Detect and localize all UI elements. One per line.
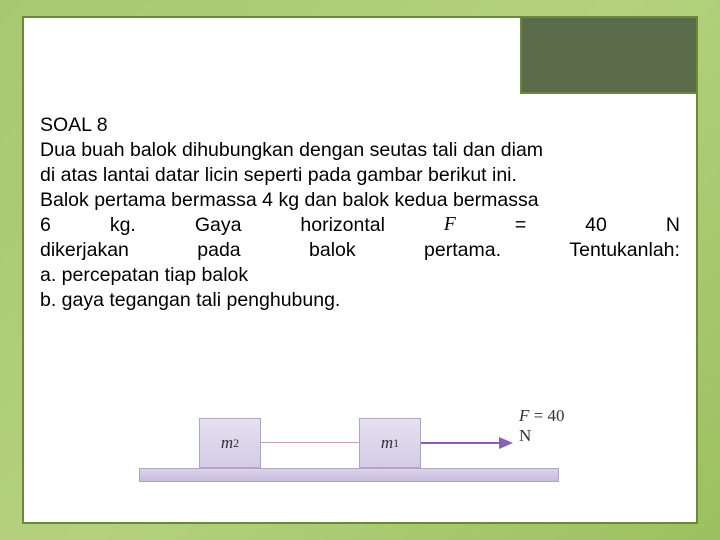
m1-sub: 1 xyxy=(393,436,399,451)
force-arrow-icon xyxy=(499,437,513,449)
floor xyxy=(139,468,559,482)
problem-line-6: a. percepatan tiap balok xyxy=(40,263,680,288)
problem-line-5: dikerjakan pada balok pertama. Tentukanl… xyxy=(40,238,680,263)
l5p5: Tentukanlah: xyxy=(569,238,680,263)
l4p2: kg. xyxy=(110,213,136,238)
force-line xyxy=(421,442,501,444)
block-m1: m1 xyxy=(359,418,421,468)
corner-decoration xyxy=(520,16,698,94)
l4p5: F xyxy=(444,213,456,238)
l5p2: pada xyxy=(197,238,240,263)
problem-line-2: di atas lantai datar licin seperti pada … xyxy=(40,163,680,188)
l4p1: 6 xyxy=(40,213,51,238)
m2-sub: 2 xyxy=(233,436,239,451)
physics-diagram: m2 m1 F = 40 N xyxy=(139,398,579,498)
m1-label: m xyxy=(381,433,393,453)
l4p6: = xyxy=(515,213,526,238)
problem-line-7: b. gaya tegangan tali penghubung. xyxy=(40,288,680,313)
problem-line-1: Dua buah balok dihubungkan dengan seutas… xyxy=(40,138,680,163)
force-var: F xyxy=(519,406,529,425)
slide-card: SOAL 8 Dua buah balok dihubungkan dengan… xyxy=(22,16,698,524)
problem-text: SOAL 8 Dua buah balok dihubungkan dengan… xyxy=(40,113,680,313)
rope xyxy=(261,442,359,443)
force-label: F = 40 N xyxy=(519,406,579,446)
l5p4: pertama. xyxy=(424,238,501,263)
l5p3: balok xyxy=(309,238,356,263)
problem-line-4: 6 kg. Gaya horizontal F = 40 N xyxy=(40,213,680,238)
m2-label: m xyxy=(221,433,233,453)
l4p4: horizontal xyxy=(300,213,385,238)
l4p8: N xyxy=(666,213,680,238)
problem-title: SOAL 8 xyxy=(40,113,680,138)
problem-line-3: Balok pertama bermassa 4 kg dan balok ke… xyxy=(40,188,680,213)
l4p7: 40 xyxy=(585,213,607,238)
l4p3: Gaya xyxy=(195,213,242,238)
block-m2: m2 xyxy=(199,418,261,468)
l5p1: dikerjakan xyxy=(40,238,129,263)
